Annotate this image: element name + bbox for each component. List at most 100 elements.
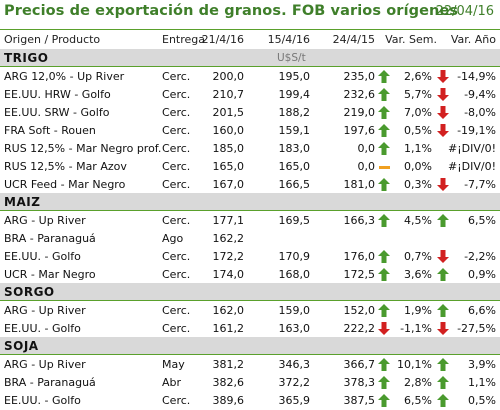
delivery-cell: Cerc.: [162, 88, 191, 101]
table-row: BRA - Paranaguá Abr 382,6 372,2 378,3 2,8% 1,1…: [0, 373, 500, 391]
table-row: FRA Soft - Rouen Cerc. 160,0 159,1 197,6 0,5%…: [0, 121, 500, 139]
price-current-cell: 174,0: [212, 268, 245, 281]
price-year-ago-cell: 219,0: [343, 106, 376, 119]
yearly-change-cell: 6,6%: [468, 304, 496, 317]
yearly-change-cell: -27,5%: [457, 322, 496, 335]
yearly-up-arrow-icon: [437, 304, 449, 317]
weekly-change-cell: 5,7%: [404, 88, 432, 101]
delivery-cell: Cerc.: [162, 142, 191, 155]
yearly-change-cell: -2,2%: [464, 250, 496, 263]
product-cell: EE.UU. - Golfo: [4, 250, 81, 263]
column-header-date2: 15/4/16: [267, 33, 310, 46]
delivery-cell: Cerc.: [162, 124, 191, 137]
price-week-ago-cell: 365,9: [278, 394, 311, 407]
section-name: MAIZ: [4, 195, 41, 209]
product-cell: EE.UU. - Golfo: [4, 394, 81, 407]
price-week-ago-cell: 166,5: [278, 178, 311, 191]
table-row: EE.UU. - Golfo Cerc. 172,2 170,9 176,0 0,7% -2…: [0, 247, 500, 265]
weekly-down-arrow-icon: [378, 322, 390, 335]
price-current-cell: 167,0: [212, 178, 245, 191]
price-current-cell: 210,7: [212, 88, 245, 101]
table-row: BRA - Paranaguá Ago 162,2: [0, 229, 500, 247]
weekly-up-arrow-icon: [378, 106, 390, 119]
weekly-change-cell: 7,0%: [404, 106, 432, 119]
price-week-ago-cell: 372,2: [278, 376, 311, 389]
table-row: ARG - Up River Cerc. 162,0 159,0 152,0 1,9% 6,…: [0, 301, 500, 319]
price-week-ago-cell: 195,0: [278, 70, 311, 83]
price-current-cell: 177,1: [212, 214, 245, 227]
price-week-ago-cell: 159,0: [278, 304, 311, 317]
weekly-up-arrow-icon: [378, 142, 390, 155]
unit-label: U$S/t: [277, 52, 306, 64]
price-year-ago-cell: 0,0: [357, 142, 376, 155]
price-year-ago-cell: 387,5: [343, 394, 376, 407]
column-header-date3: 24/4/15: [332, 33, 375, 46]
delivery-cell: Cerc.: [162, 250, 191, 263]
yearly-down-arrow-icon: [437, 70, 449, 83]
price-week-ago-cell: 346,3: [278, 358, 311, 371]
delivery-cell: Ago: [162, 232, 184, 245]
price-year-ago-cell: 232,6: [343, 88, 376, 101]
price-week-ago-cell: 199,4: [278, 88, 311, 101]
section-header-maiz: MAIZ: [0, 193, 500, 211]
report-date: 22/04/16: [435, 4, 494, 19]
price-week-ago-cell: 163,0: [278, 322, 311, 335]
page-title: Precios de exportación de granos. FOB va…: [4, 3, 459, 19]
section-header-soja: SOJA: [0, 337, 500, 355]
weekly-up-arrow-icon: [378, 268, 390, 281]
delivery-cell: Cerc.: [162, 304, 191, 317]
weekly-up-arrow-icon: [378, 214, 390, 227]
price-year-ago-cell: 172,5: [343, 268, 376, 281]
table-row: ARG 12,0% - Up River Cerc. 200,0 195,0 235,0…: [0, 67, 500, 85]
table-row: EE.UU. SRW - Golfo Cerc. 201,5 188,2 219,0 7,…: [0, 103, 500, 121]
weekly-up-arrow-icon: [378, 358, 390, 371]
product-cell: ARG 12,0% - Up River: [4, 70, 125, 83]
price-current-cell: 172,2: [212, 250, 245, 263]
yearly-up-arrow-icon: [437, 358, 449, 371]
weekly-up-arrow-icon: [378, 178, 390, 191]
header: Precios de exportación de granos. FOB va…: [0, 0, 500, 24]
product-cell: UCR Feed - Mar Negro: [4, 178, 126, 191]
delivery-cell: Cerc.: [162, 394, 191, 407]
product-cell: FRA Soft - Rouen: [4, 124, 96, 137]
weekly-change-cell: 0,5%: [404, 124, 432, 137]
delivery-cell: Abr: [162, 376, 182, 389]
weekly-change-cell: 0,3%: [404, 178, 432, 191]
table-row: RUS 12,5% - Mar Azov Cerc. 165,0 165,0 0,0 0,…: [0, 157, 500, 175]
delivery-cell: Cerc.: [162, 178, 191, 191]
yearly-change-cell: 3,9%: [468, 358, 496, 371]
delivery-cell: Cerc.: [162, 106, 191, 119]
yearly-down-arrow-icon: [437, 178, 449, 191]
price-current-cell: 382,6: [212, 376, 245, 389]
price-current-cell: 160,0: [212, 124, 245, 137]
column-header-weekly-change: Var. Sem.: [385, 33, 437, 46]
section-name: SOJA: [4, 339, 39, 353]
product-cell: ARG - Up River: [4, 358, 86, 371]
product-cell: EE.UU. - Golfo: [4, 322, 81, 335]
weekly-up-arrow-icon: [378, 376, 390, 389]
weekly-up-arrow-icon: [378, 124, 390, 137]
table-row: ARG - Up River May 381,2 346,3 366,7 10,1% 3,9…: [0, 355, 500, 373]
price-week-ago-cell: 168,0: [278, 268, 311, 281]
delivery-cell: May: [162, 358, 185, 371]
weekly-up-arrow-icon: [378, 304, 390, 317]
yearly-down-arrow-icon: [437, 322, 449, 335]
price-year-ago-cell: 197,6: [343, 124, 376, 137]
yearly-up-arrow-icon: [437, 214, 449, 227]
yearly-down-arrow-icon: [437, 88, 449, 101]
product-cell: RUS 12,5% - Mar Azov: [4, 160, 127, 173]
weekly-up-arrow-icon: [378, 88, 390, 101]
yearly-change-cell: 1,1%: [468, 376, 496, 389]
price-year-ago-cell: 0,0: [357, 160, 376, 173]
price-current-cell: 185,0: [212, 142, 245, 155]
weekly-change-cell: 0,7%: [404, 250, 432, 263]
yearly-down-arrow-icon: [437, 250, 449, 263]
price-current-cell: 162,0: [212, 304, 245, 317]
table-row: ARG - Up River Cerc. 177,1 169,5 166,3 4,5% 6,…: [0, 211, 500, 229]
price-week-ago-cell: 183,0: [278, 142, 311, 155]
product-cell: EE.UU. SRW - Golfo: [4, 106, 110, 119]
table-row: UCR Feed - Mar Negro Cerc. 167,0 166,5 181,0…: [0, 175, 500, 193]
section-name: TRIGO: [4, 51, 49, 65]
yearly-down-arrow-icon: [437, 106, 449, 119]
price-year-ago-cell: 378,3: [343, 376, 376, 389]
